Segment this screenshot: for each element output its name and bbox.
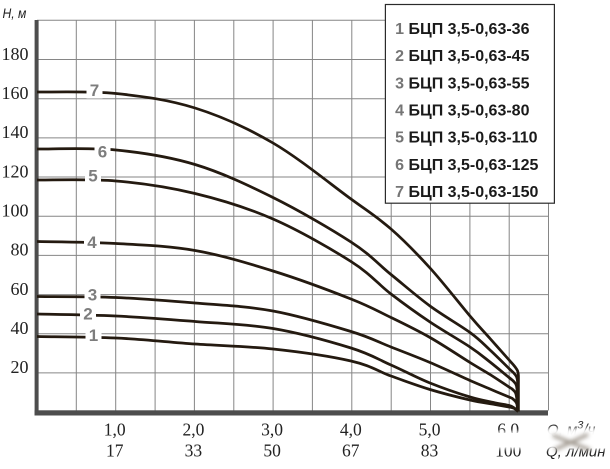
svg-text:3: 3 xyxy=(395,75,404,92)
svg-text:3: 3 xyxy=(88,286,97,305)
svg-text:4,0: 4,0 xyxy=(340,419,362,439)
svg-text:40: 40 xyxy=(11,318,29,338)
svg-text:67: 67 xyxy=(342,441,360,461)
svg-text:6: 6 xyxy=(98,143,107,162)
svg-text:1: 1 xyxy=(89,326,98,345)
svg-text:БЦП 3,5-0,63-55: БЦП 3,5-0,63-55 xyxy=(409,75,530,92)
svg-text:2: 2 xyxy=(83,304,92,323)
svg-text:180: 180 xyxy=(2,44,29,64)
svg-text:2,0: 2,0 xyxy=(182,419,204,439)
svg-text:2: 2 xyxy=(395,48,404,65)
svg-text:60: 60 xyxy=(11,279,29,299)
svg-text:5: 5 xyxy=(395,130,404,147)
svg-text:140: 140 xyxy=(2,122,29,142)
svg-text:БЦП 3,5-0,63-150: БЦП 3,5-0,63-150 xyxy=(409,184,539,201)
svg-text:1,0: 1,0 xyxy=(104,419,126,439)
svg-text:17: 17 xyxy=(106,441,124,461)
svg-text:120: 120 xyxy=(2,161,29,181)
svg-text:50: 50 xyxy=(263,441,281,461)
svg-text:83: 83 xyxy=(421,441,439,461)
svg-text:7: 7 xyxy=(90,81,99,100)
svg-text:6: 6 xyxy=(395,157,404,174)
svg-text:5: 5 xyxy=(88,167,97,186)
svg-text:33: 33 xyxy=(185,441,203,461)
svg-text:100: 100 xyxy=(2,201,29,221)
svg-text:БЦП 3,5-0,63-36: БЦП 3,5-0,63-36 xyxy=(409,21,530,38)
svg-text:БЦП 3,5-0,63-45: БЦП 3,5-0,63-45 xyxy=(409,48,530,65)
svg-text:7: 7 xyxy=(395,184,404,201)
svg-text:БЦП 3,5-0,63-80: БЦП 3,5-0,63-80 xyxy=(409,102,530,119)
svg-text:5,0: 5,0 xyxy=(419,419,441,439)
svg-text:80: 80 xyxy=(11,240,29,260)
svg-text:4: 4 xyxy=(395,102,404,119)
svg-text:1: 1 xyxy=(395,21,404,38)
svg-text:H, м: H, м xyxy=(3,6,27,22)
svg-text:160: 160 xyxy=(2,83,29,103)
svg-text:20: 20 xyxy=(11,357,29,377)
svg-text:3,0: 3,0 xyxy=(261,419,283,439)
svg-text:БЦП 3,5-0,63-110: БЦП 3,5-0,63-110 xyxy=(409,130,538,147)
svg-text:4: 4 xyxy=(87,233,97,252)
svg-text:БЦП 3,5-0,63-125: БЦП 3,5-0,63-125 xyxy=(409,157,539,174)
